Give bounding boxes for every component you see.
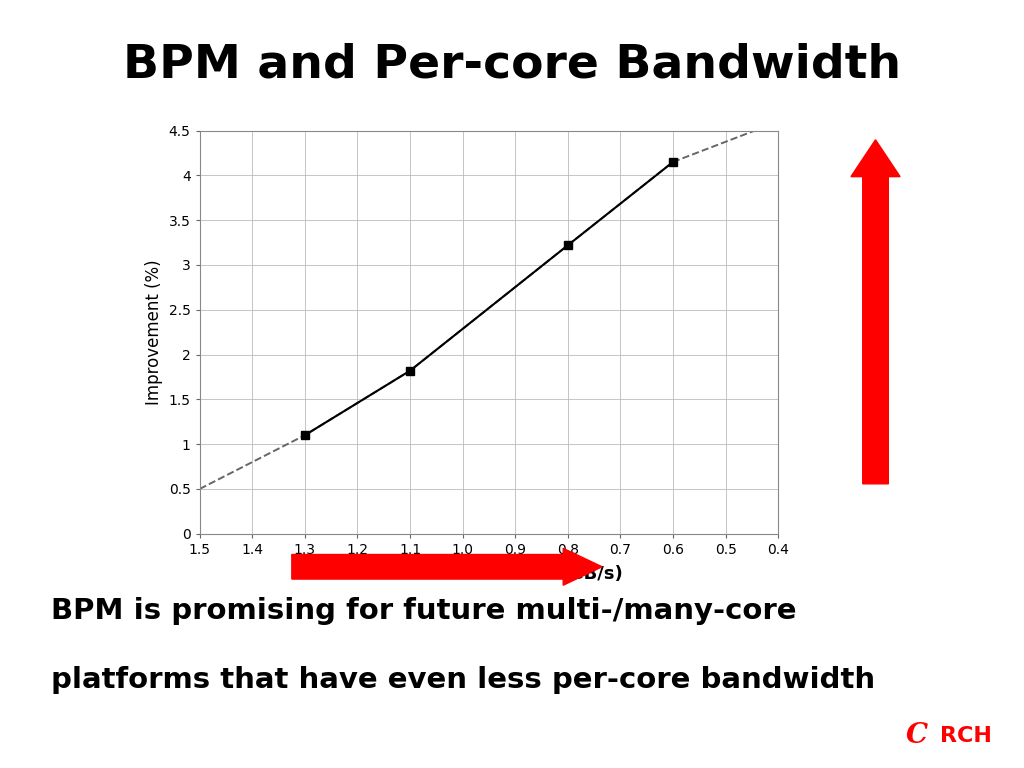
Y-axis label: Improvement (%): Improvement (%)	[145, 260, 163, 405]
X-axis label: Per-core bandwidth (GB/s): Per-core bandwidth (GB/s)	[355, 565, 623, 583]
Text: BPM and Per-core Bandwidth: BPM and Per-core Bandwidth	[123, 43, 901, 88]
Text: platforms that have even less per-core bandwidth: platforms that have even less per-core b…	[51, 666, 876, 694]
Text: BPM is promising for future multi-/many-core: BPM is promising for future multi-/many-…	[51, 597, 797, 624]
Text: C: C	[905, 722, 928, 750]
Text: RCH: RCH	[940, 726, 992, 746]
